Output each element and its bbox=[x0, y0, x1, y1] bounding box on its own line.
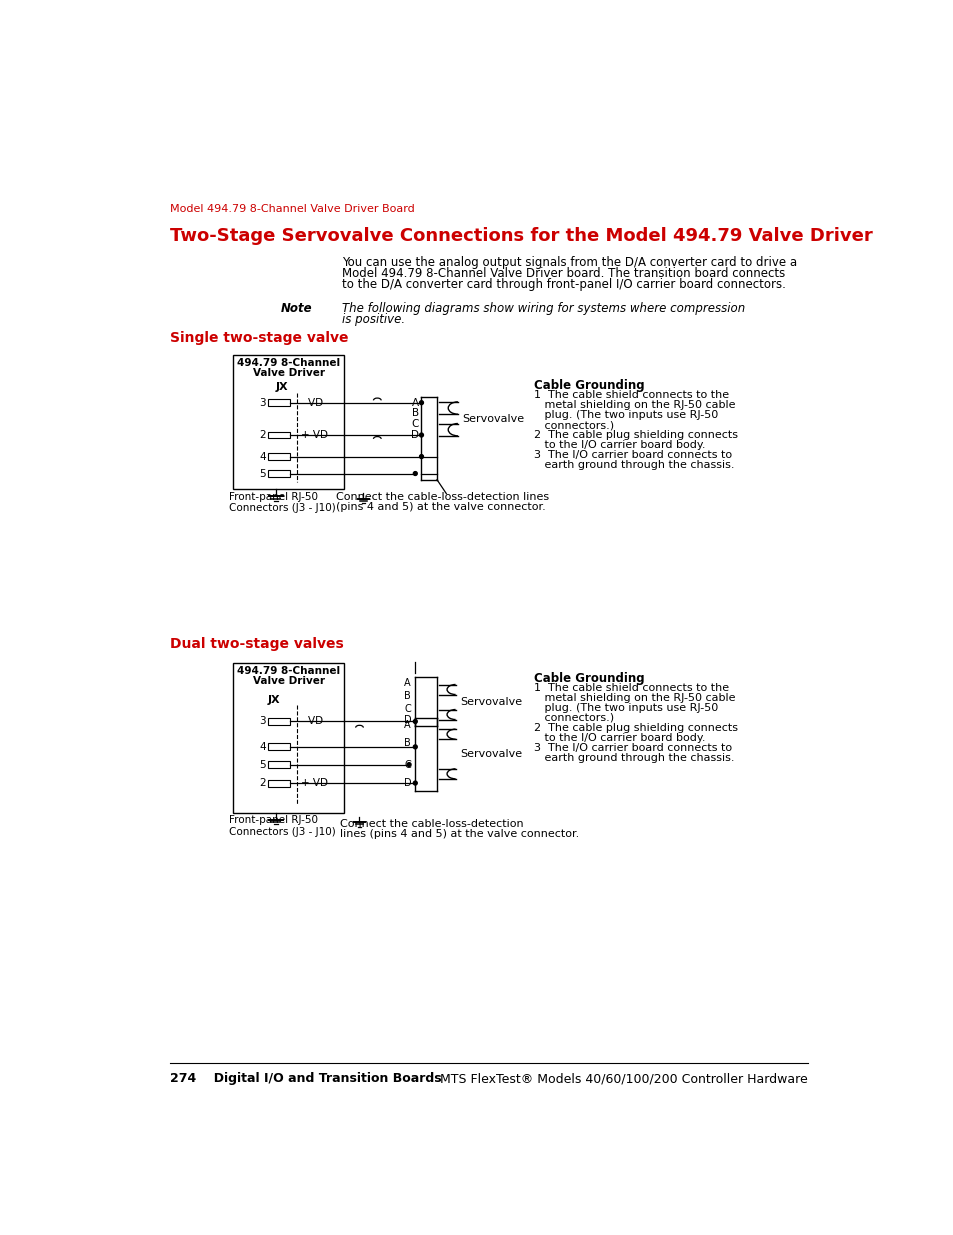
Text: D: D bbox=[403, 778, 411, 788]
Text: Dual two-stage valves: Dual two-stage valves bbox=[170, 637, 343, 651]
Text: 4: 4 bbox=[259, 452, 266, 462]
Bar bbox=[268, 779, 290, 787]
Text: A: A bbox=[412, 398, 418, 408]
Text: earth ground through the chassis.: earth ground through the chassis. bbox=[534, 752, 734, 763]
Bar bbox=[268, 431, 290, 438]
Text: Servovalve: Servovalve bbox=[459, 750, 522, 760]
Text: 3  The I/O carrier board connects to: 3 The I/O carrier board connects to bbox=[534, 742, 731, 752]
Bar bbox=[268, 761, 290, 768]
Text: Valve Driver: Valve Driver bbox=[253, 676, 324, 685]
Text: plug. (The two inputs use RJ-50: plug. (The two inputs use RJ-50 bbox=[534, 410, 718, 420]
Circle shape bbox=[419, 401, 423, 405]
Text: B: B bbox=[404, 690, 411, 700]
Circle shape bbox=[419, 433, 423, 437]
Text: to the D/A converter card through front-panel I/O carrier board connectors.: to the D/A converter card through front-… bbox=[341, 278, 784, 290]
Text: 3: 3 bbox=[259, 716, 266, 726]
Text: MTS FlexTest® Models 40/60/100/200 Controller Hardware: MTS FlexTest® Models 40/60/100/200 Contr… bbox=[440, 1072, 807, 1086]
Bar bbox=[268, 453, 290, 461]
Text: A: A bbox=[404, 678, 411, 688]
Text: You can use the analog output signals from the D/A converter card to drive a: You can use the analog output signals fr… bbox=[341, 256, 796, 269]
Text: C: C bbox=[404, 760, 411, 769]
Text: Cable Grounding: Cable Grounding bbox=[534, 379, 644, 393]
Text: metal shielding on the RJ-50 cable: metal shielding on the RJ-50 cable bbox=[534, 693, 735, 703]
Text: C: C bbox=[404, 704, 411, 714]
Text: Valve Driver: Valve Driver bbox=[253, 368, 324, 378]
Bar bbox=[268, 399, 290, 406]
Circle shape bbox=[407, 763, 411, 767]
Text: Servovalve: Servovalve bbox=[459, 697, 522, 706]
Text: lines (pins 4 and 5) at the valve connector.: lines (pins 4 and 5) at the valve connec… bbox=[340, 829, 578, 839]
Text: - VD: - VD bbox=[300, 716, 322, 726]
Text: Single two-stage valve: Single two-stage valve bbox=[170, 331, 348, 346]
Circle shape bbox=[413, 782, 416, 785]
Bar bbox=[268, 471, 290, 477]
Text: B: B bbox=[404, 739, 411, 748]
Text: 4: 4 bbox=[259, 742, 266, 752]
Bar bbox=[233, 662, 344, 813]
Text: 2  The cable plug shielding connects: 2 The cable plug shielding connects bbox=[534, 722, 737, 732]
Bar bbox=[233, 354, 344, 489]
Text: + VD: + VD bbox=[300, 430, 327, 440]
Text: Front-panel RJ-50
Connectors (J3 - J10): Front-panel RJ-50 Connectors (J3 - J10) bbox=[229, 492, 335, 514]
Text: The following diagrams show wiring for systems where compression: The following diagrams show wiring for s… bbox=[341, 303, 744, 315]
Text: connectors.): connectors.) bbox=[534, 713, 614, 722]
Text: 2  The cable plug shielding connects: 2 The cable plug shielding connects bbox=[534, 430, 737, 440]
Text: Servovalve: Servovalve bbox=[461, 414, 523, 424]
Circle shape bbox=[413, 745, 416, 748]
Text: plug. (The two inputs use RJ-50: plug. (The two inputs use RJ-50 bbox=[534, 703, 718, 713]
Text: Connect the cable-loss-detection lines: Connect the cable-loss-detection lines bbox=[335, 492, 549, 501]
Text: - VD: - VD bbox=[300, 398, 322, 408]
Text: 494.79 8-Channel: 494.79 8-Channel bbox=[236, 358, 340, 368]
Text: C: C bbox=[411, 420, 418, 430]
Text: B: B bbox=[412, 409, 418, 419]
Bar bbox=[268, 718, 290, 725]
Text: Front-panel RJ-50
Connectors (J3 - J10): Front-panel RJ-50 Connectors (J3 - J10) bbox=[229, 815, 335, 836]
Text: D: D bbox=[403, 715, 411, 725]
Text: 2: 2 bbox=[259, 778, 266, 788]
Text: JX: JX bbox=[268, 695, 280, 705]
Text: to the I/O carrier board body.: to the I/O carrier board body. bbox=[534, 732, 704, 742]
Circle shape bbox=[413, 720, 416, 724]
Text: 494.79 8-Channel: 494.79 8-Channel bbox=[236, 667, 340, 677]
Text: 5: 5 bbox=[259, 468, 266, 478]
Text: 1  The cable shield connects to the: 1 The cable shield connects to the bbox=[534, 390, 728, 400]
Text: Model 494.79 8-Channel Valve Driver Board: Model 494.79 8-Channel Valve Driver Boar… bbox=[170, 204, 414, 214]
Text: to the I/O carrier board body.: to the I/O carrier board body. bbox=[534, 440, 704, 450]
Text: JX: JX bbox=[275, 382, 288, 391]
Text: Note: Note bbox=[281, 303, 313, 315]
Text: 1  The cable shield connects to the: 1 The cable shield connects to the bbox=[534, 683, 728, 693]
Text: earth ground through the chassis.: earth ground through the chassis. bbox=[534, 461, 734, 471]
Text: is positive.: is positive. bbox=[341, 312, 404, 326]
Text: Cable Grounding: Cable Grounding bbox=[534, 672, 644, 684]
Text: connectors.): connectors.) bbox=[534, 420, 614, 430]
Text: 274    Digital I/O and Transition Boards: 274 Digital I/O and Transition Boards bbox=[170, 1072, 441, 1086]
Text: 5: 5 bbox=[259, 760, 266, 769]
Text: 2: 2 bbox=[259, 430, 266, 440]
Text: (pins 4 and 5) at the valve connector.: (pins 4 and 5) at the valve connector. bbox=[335, 501, 545, 511]
Text: 3  The I/O carrier board connects to: 3 The I/O carrier board connects to bbox=[534, 450, 731, 461]
Circle shape bbox=[419, 454, 423, 458]
Bar bbox=[268, 743, 290, 751]
Circle shape bbox=[413, 472, 416, 475]
Text: Connect the cable-loss-detection: Connect the cable-loss-detection bbox=[340, 819, 523, 829]
Text: metal shielding on the RJ-50 cable: metal shielding on the RJ-50 cable bbox=[534, 400, 735, 410]
Text: 3: 3 bbox=[259, 398, 266, 408]
Text: D: D bbox=[411, 430, 419, 440]
Text: A: A bbox=[404, 720, 411, 730]
Text: Two-Stage Servovalve Connections for the Model 494.79 Valve Driver: Two-Stage Servovalve Connections for the… bbox=[170, 227, 871, 245]
Text: Model 494.79 8-Channel Valve Driver board. The transition board connects: Model 494.79 8-Channel Valve Driver boar… bbox=[341, 267, 784, 280]
Text: + VD: + VD bbox=[300, 778, 327, 788]
